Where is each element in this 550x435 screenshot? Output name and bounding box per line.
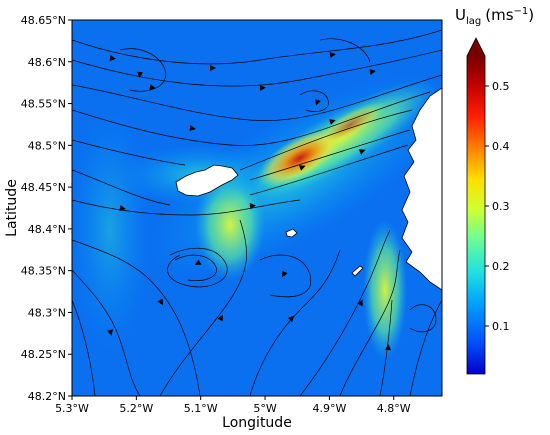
streamline-arrows [107, 52, 391, 351]
speed-map-plot [71, 19, 443, 397]
plot-frame [71, 19, 443, 397]
y-tick-label: 48.55°N [21, 98, 66, 111]
y-tick-label: 48.4°N [28, 223, 66, 236]
colorbar-title: Ulag (ms−1) [455, 6, 534, 27]
x-tick-label: 5.1°W [184, 402, 218, 415]
speed-field [72, 75, 442, 360]
y-axis-title: Latitude [4, 179, 20, 237]
y-axis: 48.2°N 48.25°N 48.3°N 48.35°N 48.4°N 48.45°N 4… [4, 14, 72, 403]
land [175, 87, 442, 291]
x-tick-label: 5°W [253, 402, 276, 415]
colorbar-tick-label: 0.2 [492, 260, 510, 273]
colorbar: Ulag (ms−1) 0.1 0.2 0.3 0.4 0.5 [455, 6, 534, 375]
y-tick-label: 48.5°N [28, 139, 66, 152]
y-tick-label: 48.25°N [21, 348, 66, 361]
x-axis-title: Longitude [222, 415, 292, 431]
y-tick-label: 48.3°N [28, 306, 66, 319]
mainland-coast [401, 87, 442, 291]
island-ouessant [175, 164, 239, 197]
island-molene [285, 228, 298, 238]
y-tick-label: 48.2°N [28, 390, 66, 403]
x-axis: 5.3°W 5.2°W 5.1°W 5°W 4.9°W 4.8°W Longitude [55, 396, 411, 431]
streamlines [72, 29, 442, 396]
colorbar-tick-label: 0.3 [492, 200, 510, 213]
colorbar-extend-arrow [467, 38, 485, 56]
x-tick-label: 5.3°W [55, 402, 89, 415]
y-tick-label: 48.35°N [21, 265, 66, 278]
colorbar-scale [467, 56, 485, 374]
y-tick-label: 48.6°N [28, 56, 66, 69]
islet [351, 265, 364, 277]
y-tick-label: 48.45°N [21, 181, 66, 194]
colorbar-tick-label: 0.5 [492, 80, 510, 93]
colorbar-tick-label: 0.4 [492, 140, 510, 153]
y-tick-label: 48.65°N [21, 14, 66, 27]
colorbar-tick-label: 0.1 [492, 320, 510, 333]
x-tick-label: 4.8°W [377, 402, 411, 415]
x-tick-label: 5.2°W [119, 402, 153, 415]
x-tick-label: 4.9°W [312, 402, 346, 415]
